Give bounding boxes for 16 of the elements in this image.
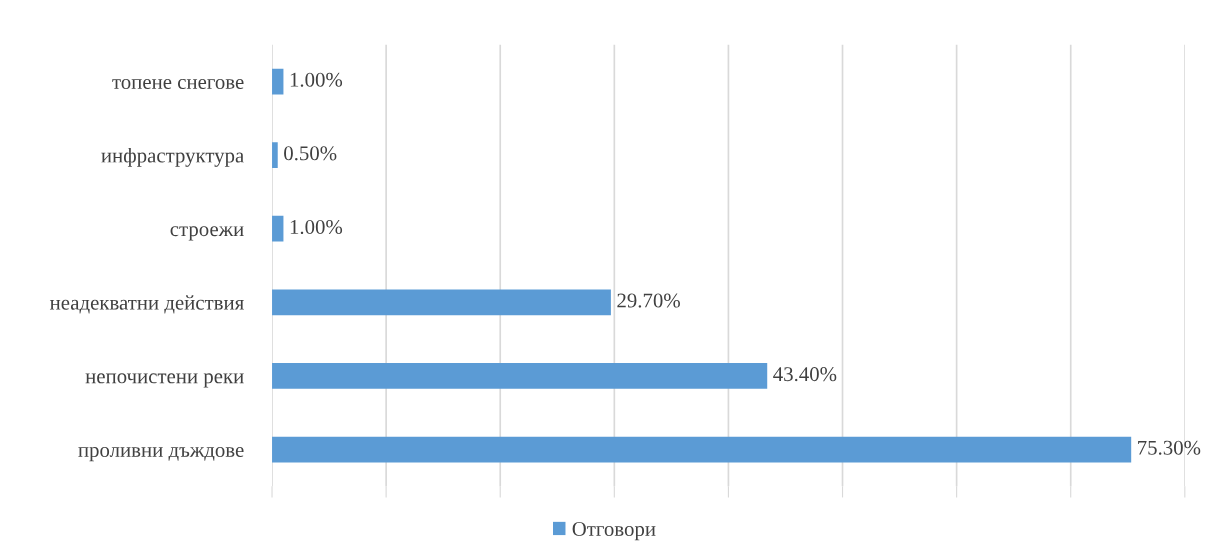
data-label: 29.70% — [617, 293, 680, 308]
data-label: 75.30% — [1138, 440, 1201, 455]
y-tick-label: неадекватни действия — [49, 295, 244, 314]
y-tick-label: непочистени реки — [85, 373, 244, 388]
bar — [272, 289, 611, 316]
data-label: 1.00% — [290, 72, 343, 87]
data-label: 43.40% — [773, 367, 837, 382]
bar — [272, 436, 1132, 463]
bar — [272, 363, 768, 389]
y-tick-label: строежи — [170, 226, 244, 241]
data-label: 0.50% — [284, 146, 337, 161]
data-label: 1.00% — [290, 219, 343, 235]
y-tick-label: инфраструктура — [101, 147, 244, 167]
y-tick-label: топене снегове — [112, 78, 244, 89]
y-tick-label: проливни дъждове — [78, 446, 244, 462]
legend-label: Отговори — [572, 522, 656, 541]
